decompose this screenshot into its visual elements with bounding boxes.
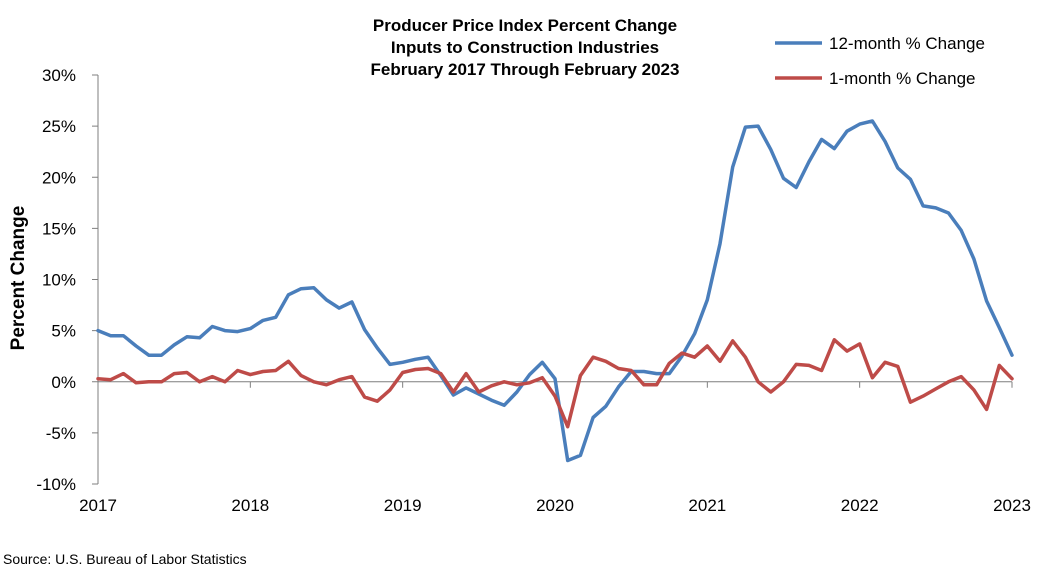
chart-title: Producer Price Index Percent Change Inpu… <box>371 16 680 79</box>
x-tick-label: 2018 <box>231 496 269 515</box>
y-axis-label: Percent Change <box>8 206 29 351</box>
y-tick-label: -10% <box>36 475 76 494</box>
chart-title-line-1: Producer Price Index Percent Change <box>373 16 677 35</box>
y-axis-ticks: -10% -5% 0% 5% 10% 15% 20% 25% 30% <box>36 66 98 494</box>
series-line-12-month <box>96 119 1014 463</box>
y-tick-label: 0% <box>51 373 76 392</box>
x-tick-label: 2017 <box>79 496 117 515</box>
chart-title-line-2: Inputs to Construction Industries <box>391 38 659 57</box>
y-tick-label: 15% <box>42 219 76 238</box>
y-tick-label: -5% <box>46 424 76 443</box>
chart-title-line-3: February 2017 Through February 2023 <box>371 60 680 79</box>
series-lines <box>96 119 1014 463</box>
x-axis-ticks: 2017 2018 2019 2020 2021 2022 2023 <box>79 381 1031 515</box>
x-tick-label: 2022 <box>841 496 879 515</box>
x-tick-label: 2023 <box>993 496 1031 515</box>
x-tick-label: 2019 <box>384 496 422 515</box>
series-line-1-month <box>96 338 1014 429</box>
legend: 12-month % Change 1-month % Change <box>775 34 985 88</box>
y-tick-label: 20% <box>42 168 76 187</box>
y-tick-label: 5% <box>51 322 76 341</box>
axes <box>97 75 1012 484</box>
legend-label-1-month: 1-month % Change <box>829 69 975 88</box>
x-tick-label: 2021 <box>688 496 726 515</box>
source-note: Source: U.S. Bureau of Labor Statistics <box>3 551 247 567</box>
x-tick-label: 2020 <box>536 496 574 515</box>
y-tick-label: 10% <box>42 271 76 290</box>
legend-label-12-month: 12-month % Change <box>829 34 985 53</box>
y-tick-label: 30% <box>42 66 76 85</box>
y-tick-label: 25% <box>42 117 76 136</box>
